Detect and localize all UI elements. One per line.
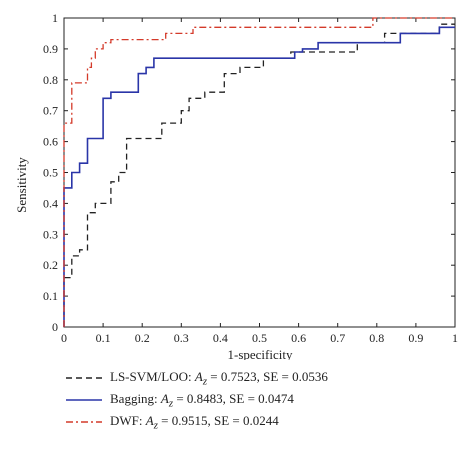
y-tick-label: 1 — [52, 11, 58, 25]
x-axis-label: 1-specificity — [228, 347, 293, 360]
series-line-2 — [63, 17, 455, 327]
legend-label: Bagging: Az = 0.8483, SE = 0.0474 — [110, 390, 294, 410]
y-tick-label: 0.9 — [43, 42, 58, 56]
x-tick-label: 0.3 — [174, 331, 189, 345]
series-line-1 — [63, 26, 455, 327]
y-tick-label: 0.7 — [43, 104, 58, 118]
x-tick-label: 0.7 — [330, 331, 345, 345]
x-tick-label: 0.2 — [135, 331, 150, 345]
y-tick-label: 0.3 — [43, 227, 58, 241]
legend-label: DWF: Az = 0.9515, SE = 0.0244 — [110, 412, 279, 432]
y-tick-label: 0.5 — [43, 166, 58, 180]
y-tick-label: 0 — [52, 320, 58, 334]
x-tick-label: 0.9 — [408, 331, 423, 345]
x-tick-label: 0 — [61, 331, 67, 345]
x-tick-label: 0.5 — [252, 331, 267, 345]
legend-swatch-dashed — [66, 377, 102, 379]
plot-layer: 0 0.1 0.2 0.3 0.4 0.5 0.6 0.7 0.8 0.9 1 0 0.1 0.2 0.3 0… — [43, 11, 458, 345]
y-axis-label: Sensitivity — [14, 157, 29, 213]
legend-swatch-dashdot — [66, 421, 102, 423]
x-tick-label: 1 — [452, 331, 458, 345]
legend-entry-ls-svm: LS-SVM/LOO: Az = 0.7523, SE = 0.0536 — [66, 367, 466, 389]
y-tick-label: 0.8 — [43, 73, 58, 87]
y-tick-label: 0.6 — [43, 135, 58, 149]
legend-entry-dwf: DWF: Az = 0.9515, SE = 0.0244 — [66, 411, 466, 433]
y-tick-label: 0.2 — [43, 258, 58, 272]
legend-entry-bagging: Bagging: Az = 0.8483, SE = 0.0474 — [66, 389, 466, 411]
legend-swatch-solid — [66, 399, 102, 401]
x-tick-label: 0.1 — [96, 331, 111, 345]
roc-chart: Sensitivity 1-specificity 0 0.1 0.2 0.3 0.4 0… — [14, 11, 458, 360]
x-tick-label: 0.6 — [291, 331, 306, 345]
y-axis-label-group: Sensitivity — [14, 157, 29, 213]
legend-label: LS-SVM/LOO: Az = 0.7523, SE = 0.0536 — [110, 368, 328, 388]
legend: LS-SVM/LOO: Az = 0.7523, SE = 0.0536 Bag… — [66, 367, 466, 433]
series-line-0 — [63, 23, 455, 327]
y-tick-label: 0.1 — [43, 289, 58, 303]
x-tick-label: 0.4 — [213, 331, 228, 345]
x-tick-label: 0.8 — [369, 331, 384, 345]
y-tick-label: 0.4 — [43, 196, 58, 210]
